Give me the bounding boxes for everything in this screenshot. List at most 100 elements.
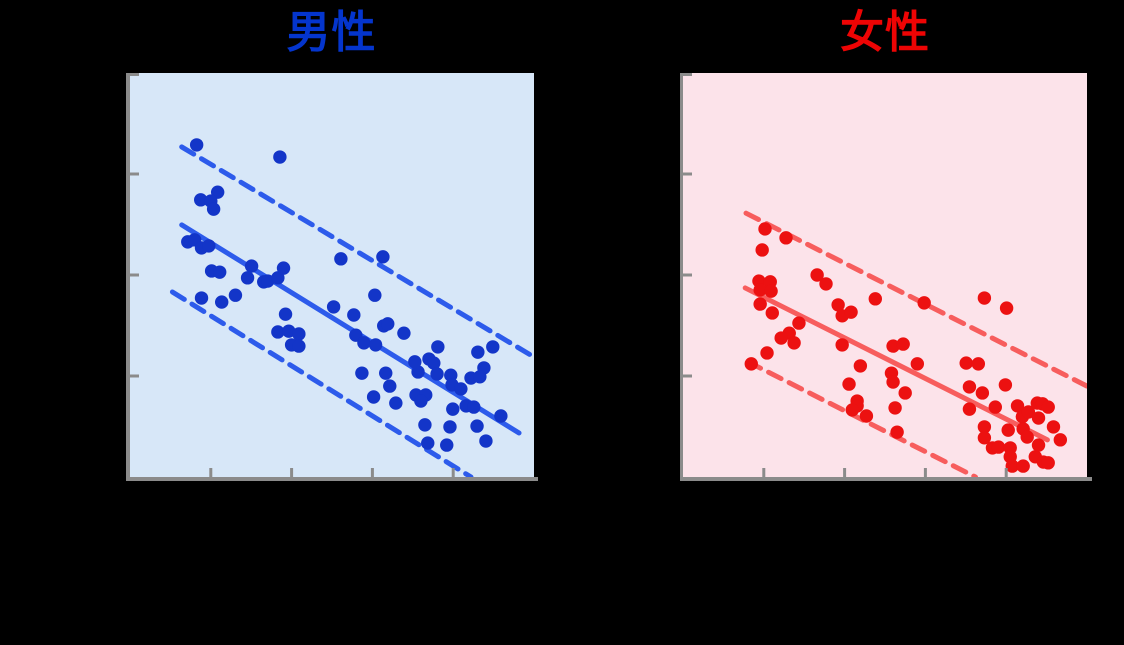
- data-point: [1046, 420, 1061, 434]
- data-point: [975, 386, 990, 400]
- data-point: [1005, 459, 1019, 473]
- data-point: [831, 298, 845, 312]
- data-point: [430, 340, 445, 354]
- data-point: [845, 403, 859, 417]
- data-point: [407, 355, 422, 369]
- data-point: [382, 379, 396, 393]
- data-point: [962, 402, 977, 416]
- data-point: [206, 202, 220, 216]
- data-point: [472, 370, 487, 384]
- y-axis-tick: [129, 273, 139, 277]
- data-point: [396, 326, 411, 340]
- data-point: [270, 325, 285, 339]
- data-point: [1041, 456, 1055, 470]
- x-axis-tick: [208, 468, 212, 477]
- panel-female: 女性: [679, 0, 1103, 645]
- data-point: [214, 295, 228, 309]
- data-point: [278, 307, 292, 321]
- data-point: [971, 357, 986, 371]
- data-point: [1016, 459, 1030, 473]
- data-point: [240, 271, 254, 285]
- data-point: [466, 400, 481, 414]
- data-point: [888, 401, 902, 415]
- y-axis-tick: [129, 172, 139, 176]
- data-point: [291, 339, 306, 353]
- data-point: [420, 436, 434, 450]
- plot-area-female: [683, 73, 1087, 477]
- x-axis-tick: [451, 468, 455, 477]
- data-point: [977, 420, 992, 434]
- data-point: [1021, 405, 1036, 419]
- data-point: [755, 243, 769, 257]
- data-point: [896, 337, 910, 351]
- data-point: [898, 386, 912, 400]
- data-point: [1031, 411, 1046, 425]
- data-point: [819, 277, 833, 291]
- data-point: [244, 259, 258, 273]
- data-point: [853, 359, 868, 373]
- data-point: [917, 296, 931, 310]
- data-point: [962, 380, 977, 394]
- data-point: [988, 400, 1002, 414]
- data-point: [194, 291, 208, 305]
- data-point: [426, 356, 441, 370]
- data-point: [810, 268, 824, 282]
- data-point: [333, 252, 348, 266]
- data-point: [445, 402, 459, 416]
- data-point: [998, 378, 1013, 392]
- data-point: [270, 271, 285, 285]
- data-point: [977, 291, 992, 305]
- data-point: [787, 336, 801, 350]
- data-point: [212, 265, 226, 279]
- y-axis-tick: [683, 73, 692, 76]
- data-point: [991, 440, 1006, 454]
- plot-background: [129, 73, 534, 477]
- x-axis-tick: [289, 468, 293, 477]
- x-axis-tick: [370, 468, 374, 477]
- data-point: [886, 339, 900, 353]
- y-axis-tick: [129, 374, 139, 378]
- data-point: [844, 305, 858, 319]
- panel-male: 男性: [126, 0, 550, 645]
- data-point: [366, 390, 380, 404]
- data-point: [774, 331, 788, 345]
- confidence-band-upper: [178, 144, 534, 360]
- y-axis-tick: [129, 73, 139, 76]
- data-point: [356, 336, 371, 350]
- data-point: [469, 419, 484, 433]
- data-point: [792, 316, 806, 330]
- data-point: [744, 357, 758, 371]
- data-point: [388, 396, 403, 410]
- panel-title-male: 男性: [286, 7, 377, 58]
- regression-line: [742, 285, 1050, 443]
- data-point: [485, 340, 499, 354]
- data-point: [1010, 399, 1025, 413]
- data-point: [859, 409, 874, 423]
- data-point: [1031, 438, 1046, 452]
- data-point: [354, 366, 369, 380]
- data-point: [910, 357, 925, 371]
- data-point: [453, 382, 468, 396]
- data-point: [1041, 400, 1055, 414]
- data-point: [439, 438, 453, 452]
- scatter-canvas-male: [129, 73, 534, 477]
- data-point: [765, 306, 779, 320]
- data-point: [367, 288, 382, 302]
- data-point: [764, 284, 778, 298]
- x-axis-tick: [762, 468, 766, 477]
- x-axis-spine-female: [679, 477, 1092, 481]
- data-point: [835, 338, 849, 352]
- scatter-canvas-female: [683, 73, 1087, 477]
- data-point: [276, 261, 290, 275]
- data-point: [1020, 430, 1034, 444]
- data-point: [378, 366, 392, 380]
- x-axis-tick: [843, 468, 847, 477]
- data-point: [959, 356, 973, 370]
- regression-line: [178, 222, 522, 436]
- y-axis-tick: [683, 172, 692, 176]
- data-point: [189, 138, 203, 152]
- confidence-band-lower: [169, 289, 473, 477]
- x-axis-tick: [1004, 468, 1008, 477]
- y-axis-tick: [683, 273, 692, 277]
- data-point: [753, 297, 767, 311]
